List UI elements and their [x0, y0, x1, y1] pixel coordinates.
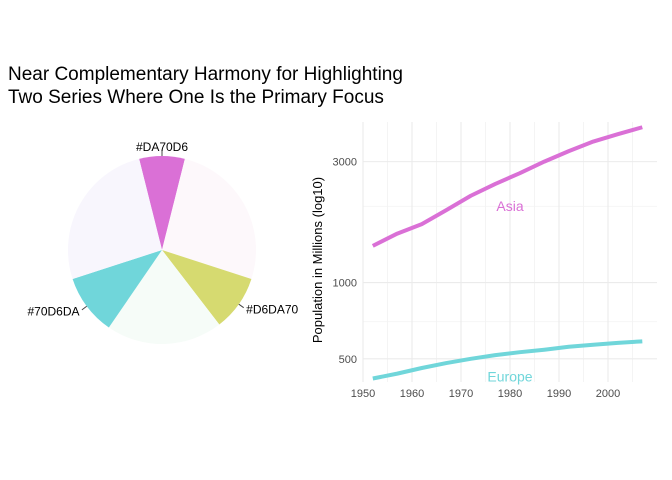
line-chart: 1950 1960 1970 1980 1990 2000 500 1000 3000 Popul… — [310, 122, 657, 400]
pie-slice-da70d6 — [139, 156, 185, 250]
title-line-1: Near Complementary Harmony for Highlight… — [8, 64, 403, 85]
y-axis-title: Population in Millions (log10) — [310, 177, 325, 343]
y-tick-label: 500 — [339, 354, 357, 366]
pie-slice-faded-3 — [108, 250, 220, 344]
pie-slice-faded-5 — [67, 158, 162, 280]
pie-label-leader — [238, 303, 244, 309]
pie-slice-faded-1 — [162, 158, 257, 280]
pie-label-da70d6: #DA70D6 — [136, 140, 188, 154]
x-tick-label: 1960 — [400, 388, 424, 400]
pie-slice-70d6da — [72, 250, 162, 328]
chart-title: Near Complementary Harmony for Highlight… — [8, 63, 403, 109]
gridlines — [362, 122, 657, 382]
pie-slice-d6da70 — [162, 250, 252, 325]
y-tick-label: 3000 — [333, 157, 357, 169]
x-tick-label: 1980 — [498, 388, 522, 400]
x-tick-label: 1970 — [449, 388, 473, 400]
title-line-2: Two Series Where One Is the Primary Focu… — [8, 87, 384, 108]
series-line-asia — [371, 125, 643, 248]
x-tick-label: 1950 — [351, 388, 375, 400]
pie-label-leader — [81, 305, 88, 311]
pie-chart: #DA70D6 #D6DA70 #70D6DA — [27, 140, 299, 344]
series-line-europe — [372, 339, 643, 381]
y-tick-label: 1000 — [333, 278, 357, 290]
pie-label-70d6da: #70D6DA — [27, 305, 79, 319]
series-label-europe: Europe — [487, 369, 532, 385]
x-tick-label: 1990 — [547, 388, 571, 400]
series-label-asia: Asia — [496, 198, 523, 214]
pie-label-d6da70: #D6DA70 — [246, 302, 298, 316]
x-tick-label: 2000 — [596, 388, 620, 400]
